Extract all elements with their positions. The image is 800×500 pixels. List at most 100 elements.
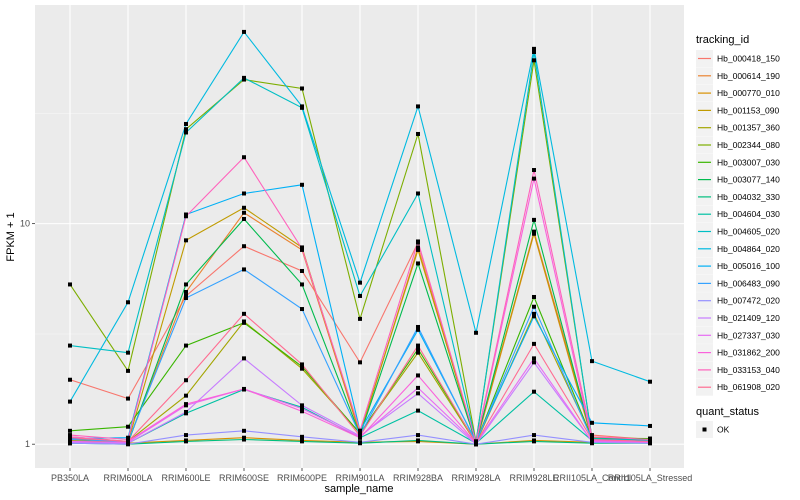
data-point xyxy=(416,245,420,250)
data-point xyxy=(300,434,304,439)
data-point xyxy=(242,320,246,325)
data-point xyxy=(532,304,536,309)
legend-label: Hb_000770_010 xyxy=(717,88,780,98)
data-point xyxy=(416,408,420,413)
legend-key-point xyxy=(702,427,707,432)
y-tick-label: 10 xyxy=(20,219,30,229)
data-point xyxy=(532,230,536,235)
data-point xyxy=(300,364,304,369)
data-point xyxy=(532,314,536,319)
x-tick-label: RRII105LA_Stressed xyxy=(608,473,693,483)
data-point xyxy=(68,435,72,440)
data-point xyxy=(416,239,420,244)
data-point xyxy=(126,300,130,305)
legend-label: Hb_027337_030 xyxy=(717,330,780,340)
legend-label: Hb_031862_200 xyxy=(717,348,780,358)
legend-label: Hb_003077_140 xyxy=(717,175,780,185)
data-point xyxy=(184,439,188,444)
data-point xyxy=(184,293,188,298)
data-point xyxy=(416,373,420,378)
x-tick-label: RRIM928BA xyxy=(393,473,443,483)
data-point xyxy=(416,385,420,390)
legend-label: Hb_007472_020 xyxy=(717,296,780,306)
data-point xyxy=(416,347,420,352)
data-point xyxy=(358,428,362,433)
data-point xyxy=(416,391,420,396)
data-point xyxy=(242,75,246,80)
legend-label: Hb_004032_330 xyxy=(717,192,780,202)
data-point xyxy=(300,182,304,187)
data-point xyxy=(242,437,246,442)
data-point xyxy=(532,341,536,346)
legend-title-quant-status: quant_status xyxy=(696,406,759,418)
data-point xyxy=(300,362,304,367)
data-point xyxy=(184,378,188,383)
data-point xyxy=(532,389,536,394)
data-point xyxy=(416,327,420,332)
data-point xyxy=(416,343,420,348)
data-point xyxy=(416,324,420,329)
data-point xyxy=(242,244,246,249)
data-point xyxy=(68,433,72,438)
data-point xyxy=(532,439,536,444)
data-point xyxy=(532,58,536,63)
data-point xyxy=(184,296,188,301)
legend-label: Hb_004605_020 xyxy=(717,227,780,237)
data-point xyxy=(242,210,246,215)
data-point xyxy=(474,441,478,446)
data-point xyxy=(590,420,594,425)
data-point xyxy=(242,205,246,210)
data-point xyxy=(68,428,72,433)
data-point xyxy=(416,191,420,196)
data-point xyxy=(532,294,536,299)
y-tick-label: 1 xyxy=(25,439,30,449)
data-point xyxy=(300,86,304,91)
data-point xyxy=(416,131,420,136)
data-point xyxy=(648,379,652,384)
data-point xyxy=(532,360,536,365)
data-point xyxy=(184,282,188,287)
data-point xyxy=(184,409,188,414)
data-point xyxy=(242,267,246,272)
data-point xyxy=(184,130,188,135)
data-point xyxy=(590,359,594,364)
data-point xyxy=(416,104,420,109)
legend-label: Hb_005016_100 xyxy=(717,261,780,271)
data-point xyxy=(532,356,536,361)
data-point xyxy=(300,307,304,312)
data-point xyxy=(126,368,130,373)
data-point xyxy=(300,268,304,273)
data-point xyxy=(532,46,536,51)
legend-label: Hb_033153_040 xyxy=(717,365,780,375)
data-point xyxy=(126,424,130,429)
y-axis-title: FPKM + 1 xyxy=(5,212,17,261)
data-point xyxy=(358,293,362,298)
y-axis: 1 10 xyxy=(20,219,35,449)
data-point xyxy=(300,282,304,287)
x-tick-label: RRIM600PE xyxy=(277,473,327,483)
data-point xyxy=(358,316,362,321)
data-point xyxy=(532,176,536,181)
data-point xyxy=(590,437,594,442)
data-point xyxy=(184,121,188,126)
legend-title-tracking-id: tracking_id xyxy=(696,34,749,46)
data-point xyxy=(300,104,304,109)
data-point xyxy=(184,402,188,407)
x-tick-label: RRIM600SE xyxy=(219,473,269,483)
data-point xyxy=(242,356,246,361)
data-point xyxy=(242,386,246,391)
data-point xyxy=(648,439,652,444)
data-point xyxy=(126,396,130,401)
data-point xyxy=(300,439,304,444)
legend-label: Hb_000418_150 xyxy=(717,54,780,64)
data-point xyxy=(126,350,130,355)
series-points xyxy=(68,29,652,447)
data-point xyxy=(648,423,652,428)
legend-label: Hb_002344_080 xyxy=(717,140,780,150)
legend-label: Hb_003007_030 xyxy=(717,157,780,167)
data-point xyxy=(184,214,188,219)
data-point xyxy=(68,439,72,444)
x-axis-title: sample_name xyxy=(324,483,393,495)
x-axis: PB350LA RRIM600LA RRIM600LE RRIM600SE RRIM60… xyxy=(51,468,692,483)
data-point xyxy=(300,403,304,408)
